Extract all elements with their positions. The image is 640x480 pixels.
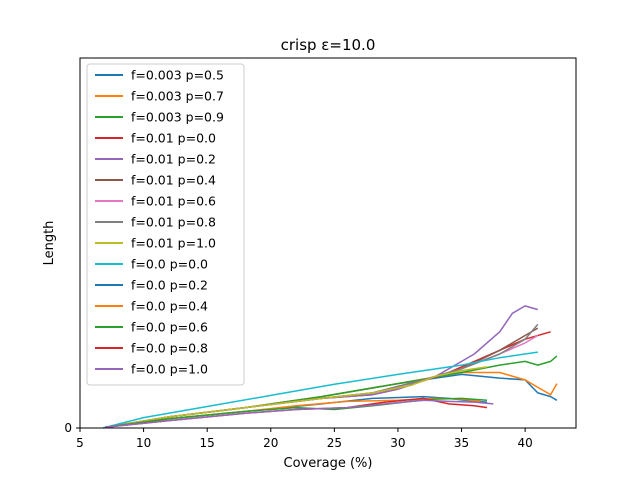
x-tick-label: 30 <box>390 436 405 450</box>
series-lines <box>102 305 558 429</box>
legend-label: f=0.0 p=1.0 <box>131 362 208 377</box>
legend-label: f=0.003 p=0.5 <box>131 68 224 83</box>
plot-frame <box>79 57 577 429</box>
legend-label: f=0.003 p=0.9 <box>131 110 224 125</box>
x-axis: 5 10 15 20 25 30 35 40 <box>76 428 533 450</box>
y-axis-label: Length <box>42 221 57 266</box>
series-line-9 <box>105 366 488 429</box>
legend-label: f=0.01 p=0.4 <box>131 173 216 188</box>
chart-title: crisp ε=10.0 <box>281 36 376 54</box>
x-tick-label: 20 <box>263 436 278 450</box>
series-line-15 <box>105 399 494 429</box>
legend-label: f=0.003 p=0.7 <box>131 89 224 104</box>
x-tick-label: 5 <box>76 436 84 450</box>
legend-label: f=0.0 p=0.4 <box>131 299 208 314</box>
legend: f=0.003 p=0.5 f=0.003 p=0.7 f=0.003 p=0.9 f… <box>86 63 245 386</box>
legend-label: f=0.0 p=0.2 <box>131 278 208 293</box>
legend-label: f=0.01 p=0.8 <box>131 215 216 230</box>
legend-label: f=0.0 p=0.8 <box>131 341 208 356</box>
legend-label: f=0.0 p=0.6 <box>131 320 208 335</box>
y-axis: 0 <box>64 421 80 435</box>
legend-box <box>86 63 245 386</box>
x-tick-label: 25 <box>327 436 342 450</box>
legend-label: f=0.01 p=1.0 <box>131 236 216 251</box>
x-tick-label: 40 <box>517 436 532 450</box>
legend-label: f=0.0 p=0.0 <box>131 257 208 272</box>
series-line-10 <box>102 351 538 429</box>
legend-label: f=0.01 p=0.2 <box>131 152 216 167</box>
legend-label: f=0.01 p=0.0 <box>131 131 216 146</box>
x-tick-label: 10 <box>136 436 151 450</box>
y-tick-label: 0 <box>64 421 72 435</box>
legend-label: f=0.01 p=0.6 <box>131 194 216 209</box>
x-tick-label: 15 <box>200 436 215 450</box>
x-axis-label: Coverage (%) <box>284 456 373 471</box>
x-tick-label: 35 <box>454 436 469 450</box>
